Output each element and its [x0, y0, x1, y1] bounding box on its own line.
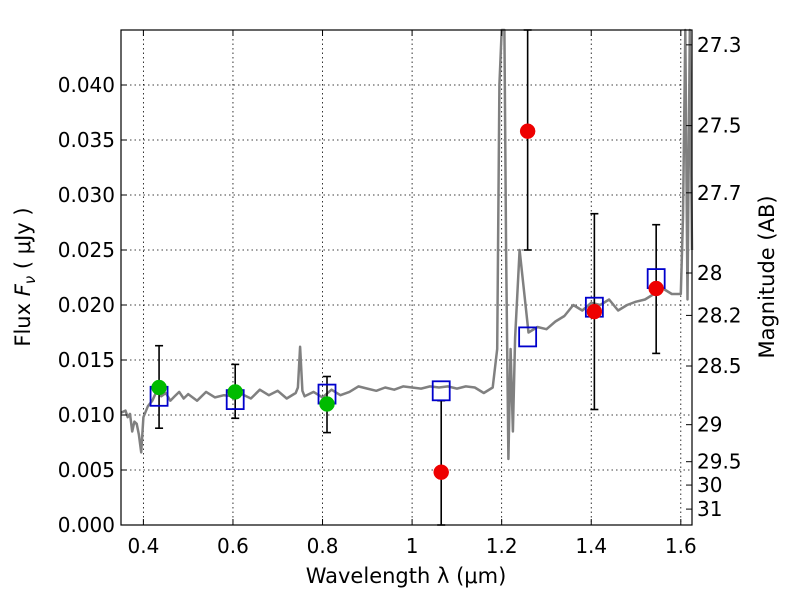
y-tick-label: 0.040 [58, 73, 115, 97]
green-data-point [227, 384, 243, 400]
observed-points [151, 123, 664, 480]
plot-frame [120, 29, 693, 526]
magnitude-tick-label: 27.5 [697, 114, 742, 138]
magnitude-tick-label: 28.5 [697, 354, 742, 378]
magnitude-tick-label: 27.3 [697, 33, 742, 57]
right-axis-label: Magnitude (AB) [755, 195, 779, 358]
red-data-point [586, 303, 603, 320]
magnitude-tick-label: 28 [697, 261, 722, 285]
y-tick-label: 0.035 [58, 128, 115, 152]
magnitude-tick-label: 30 [697, 473, 722, 497]
x-tick-label: 0.6 [217, 534, 249, 558]
y-axis-label: Flux Fν ( μJy ) [11, 207, 39, 346]
magnitude-tick-label: 31 [697, 497, 722, 521]
y-tick-label: 0.000 [58, 513, 115, 537]
tick-labels: 0.4 0.6 0.8 1 1.2 1.4 1.6 0.000 0.005 0.010 0.015 0… [58, 33, 742, 558]
green-data-point [319, 396, 335, 412]
model-photometry-box [518, 326, 538, 348]
x-tick-label: 1.4 [575, 534, 607, 558]
magnitude-tick-label: 29 [697, 413, 722, 437]
x-tick-label: 1.6 [665, 534, 697, 558]
y-tick-label: 0.030 [58, 183, 115, 207]
magnitude-tick-label: 29.5 [697, 450, 742, 474]
red-data-point [519, 123, 536, 139]
x-tick-label: 1 [406, 534, 419, 558]
y-tick-label: 0.005 [58, 458, 115, 482]
y-axis-label-suffix: ( μJy ) [11, 207, 35, 275]
magnitude-tick-label: 28.2 [697, 303, 742, 327]
y-tick-label: 0.020 [58, 293, 115, 317]
model-sed-line [120, 28, 694, 461]
axis-ticks [121, 30, 692, 526]
red-data-point [433, 464, 449, 480]
red-data-point [648, 280, 664, 297]
y-axis-label-subscript: ν [21, 276, 39, 284]
model-photometry-box [431, 380, 451, 402]
x-tick-label: 0.8 [307, 534, 339, 558]
y-axis-label-prefix: Flux [11, 296, 35, 346]
x-tick-label: 0.4 [127, 534, 159, 558]
y-axis-label-symbol: F [11, 283, 35, 296]
y-tick-label: 0.015 [58, 348, 115, 372]
green-data-point [151, 379, 167, 396]
y-tick-label: 0.010 [58, 403, 115, 427]
model-sed-series [120, 28, 694, 461]
x-tick-label: 1.2 [486, 534, 518, 558]
plot-background [121, 30, 692, 525]
x-axis-label: Wavelength λ (μm) [306, 564, 507, 588]
y-tick-label: 0.025 [58, 238, 115, 262]
magnitude-tick-label: 27.7 [697, 181, 742, 205]
